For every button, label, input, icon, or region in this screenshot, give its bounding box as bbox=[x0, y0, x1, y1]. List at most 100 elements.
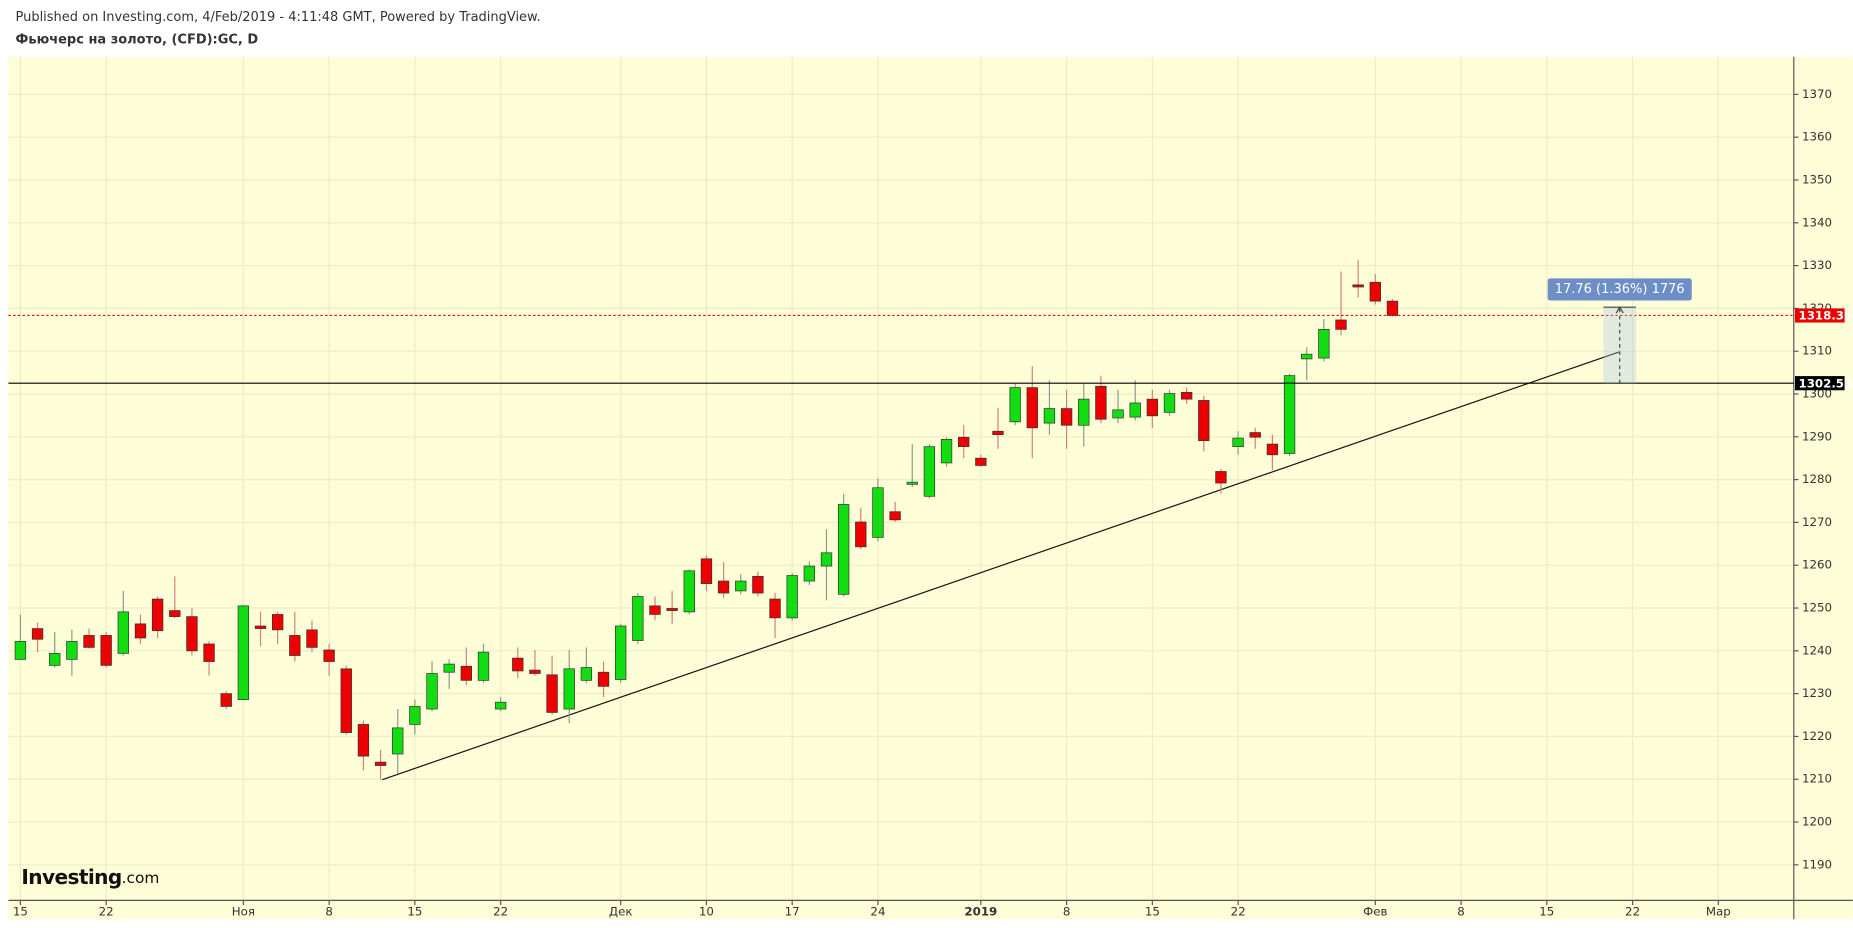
candle-body bbox=[1009, 387, 1021, 423]
published-note: Published on Investing.com, 4/Feb/2019 -… bbox=[15, 10, 540, 25]
measure-label: 17.76 (1.36%) 1776 bbox=[1555, 282, 1685, 297]
candle-body bbox=[1146, 398, 1159, 417]
x-tick-label: 22 bbox=[99, 905, 114, 919]
y-tick-label: 1330 bbox=[1802, 258, 1832, 272]
candle-body bbox=[1249, 432, 1261, 438]
watermark-brand: Investing bbox=[21, 864, 121, 888]
candle-body bbox=[597, 671, 610, 687]
candle-body bbox=[666, 608, 678, 611]
x-tick-label: 24 bbox=[870, 905, 885, 919]
candle-body bbox=[529, 669, 541, 674]
candle-body bbox=[752, 575, 764, 594]
candle-body bbox=[186, 616, 198, 652]
x-tick-label: 15 bbox=[407, 905, 422, 919]
candle-body bbox=[477, 651, 490, 681]
candle-body bbox=[272, 614, 284, 631]
measure-label-bg bbox=[1547, 278, 1692, 301]
candle-body bbox=[649, 605, 661, 615]
chart-title: Фьючерс на золото, (CFD):GC, D bbox=[15, 33, 258, 48]
x-tick-label: 15 bbox=[1539, 905, 1554, 919]
x-tick-label: 15 bbox=[1145, 905, 1160, 919]
candle-body bbox=[717, 580, 730, 594]
candle-body bbox=[1266, 443, 1279, 456]
x-tick-label: 22 bbox=[1625, 905, 1640, 919]
candle-body bbox=[1301, 353, 1313, 360]
candle-body bbox=[357, 724, 370, 757]
measure-arrowhead bbox=[1615, 306, 1624, 314]
candle-body bbox=[1318, 329, 1330, 359]
x-tick-label: Фев bbox=[1363, 905, 1387, 919]
price-label-bg bbox=[1794, 308, 1845, 323]
candle-body bbox=[1198, 400, 1210, 442]
candle-body bbox=[580, 667, 593, 681]
y-tick-label: 1290 bbox=[1802, 429, 1832, 443]
candle-body bbox=[872, 487, 884, 538]
candle-body bbox=[769, 598, 781, 619]
x-tick-label: 8 bbox=[1457, 905, 1465, 919]
candle-body bbox=[1163, 393, 1176, 413]
candle-body bbox=[1095, 385, 1107, 420]
candle-body bbox=[1112, 409, 1124, 419]
candle-body bbox=[820, 552, 833, 567]
candle-body bbox=[100, 635, 112, 666]
candle-body bbox=[735, 580, 747, 592]
candle-body bbox=[1369, 281, 1381, 302]
candle-body bbox=[803, 565, 816, 582]
candle-body bbox=[14, 641, 27, 660]
candle-body bbox=[992, 430, 1004, 436]
candle-body bbox=[615, 625, 627, 680]
x-tick-label: Дек bbox=[609, 905, 633, 919]
candle-body bbox=[923, 446, 936, 497]
candle-body bbox=[786, 575, 798, 619]
y-tick-label: 1270 bbox=[1802, 515, 1832, 529]
candle-body bbox=[563, 668, 575, 710]
candle-body bbox=[1129, 402, 1141, 418]
candle-body bbox=[958, 436, 970, 448]
candle-body bbox=[546, 674, 558, 713]
candle-body bbox=[906, 481, 918, 485]
candle-body bbox=[512, 657, 524, 672]
x-tick-label: Мар bbox=[1706, 905, 1731, 919]
candle-body bbox=[1386, 300, 1399, 316]
candle-body bbox=[203, 643, 215, 662]
x-tick-label: 17 bbox=[785, 905, 800, 919]
y-tick-label: 1340 bbox=[1802, 215, 1832, 229]
candle-body bbox=[66, 641, 78, 660]
y-tick-label: 1310 bbox=[1802, 344, 1832, 358]
x-tick-label: 8 bbox=[325, 905, 333, 919]
candle-body bbox=[220, 693, 232, 707]
candle-body bbox=[289, 635, 301, 656]
watermark-suffix: .com bbox=[122, 868, 160, 886]
candle-body bbox=[632, 596, 644, 641]
watermark: Investing.com bbox=[21, 864, 159, 888]
y-tick-label: 1250 bbox=[1802, 601, 1832, 615]
candle-body bbox=[323, 649, 335, 662]
candle-body bbox=[1283, 375, 1296, 454]
x-tick-label: 22 bbox=[1231, 905, 1246, 919]
y-tick-label: 1240 bbox=[1802, 643, 1832, 657]
candle-body bbox=[494, 701, 507, 710]
x-tick-label: 8 bbox=[1063, 905, 1071, 919]
y-tick-label: 1360 bbox=[1802, 130, 1832, 144]
candle-body bbox=[426, 673, 438, 710]
candle-body bbox=[409, 706, 421, 725]
trend-line bbox=[382, 351, 1620, 781]
candle-body bbox=[1180, 391, 1193, 400]
price-label: 1318.35 bbox=[1799, 309, 1853, 323]
y-tick-label: 1210 bbox=[1802, 772, 1832, 786]
candle-body bbox=[1352, 284, 1364, 288]
candle-body bbox=[1026, 387, 1038, 429]
candle-body bbox=[1043, 408, 1056, 424]
x-tick-label: 10 bbox=[699, 905, 714, 919]
y-tick-label: 1370 bbox=[1802, 87, 1832, 101]
candle-body bbox=[392, 727, 404, 755]
candle-body bbox=[374, 761, 387, 766]
candle-body bbox=[49, 653, 61, 666]
candle-body bbox=[1060, 408, 1073, 426]
x-tick-label: 15 bbox=[13, 905, 28, 919]
candle-body bbox=[1215, 471, 1227, 484]
y-tick-label: 1230 bbox=[1802, 686, 1832, 700]
candle-body bbox=[1335, 319, 1347, 330]
candle-body bbox=[975, 457, 987, 466]
